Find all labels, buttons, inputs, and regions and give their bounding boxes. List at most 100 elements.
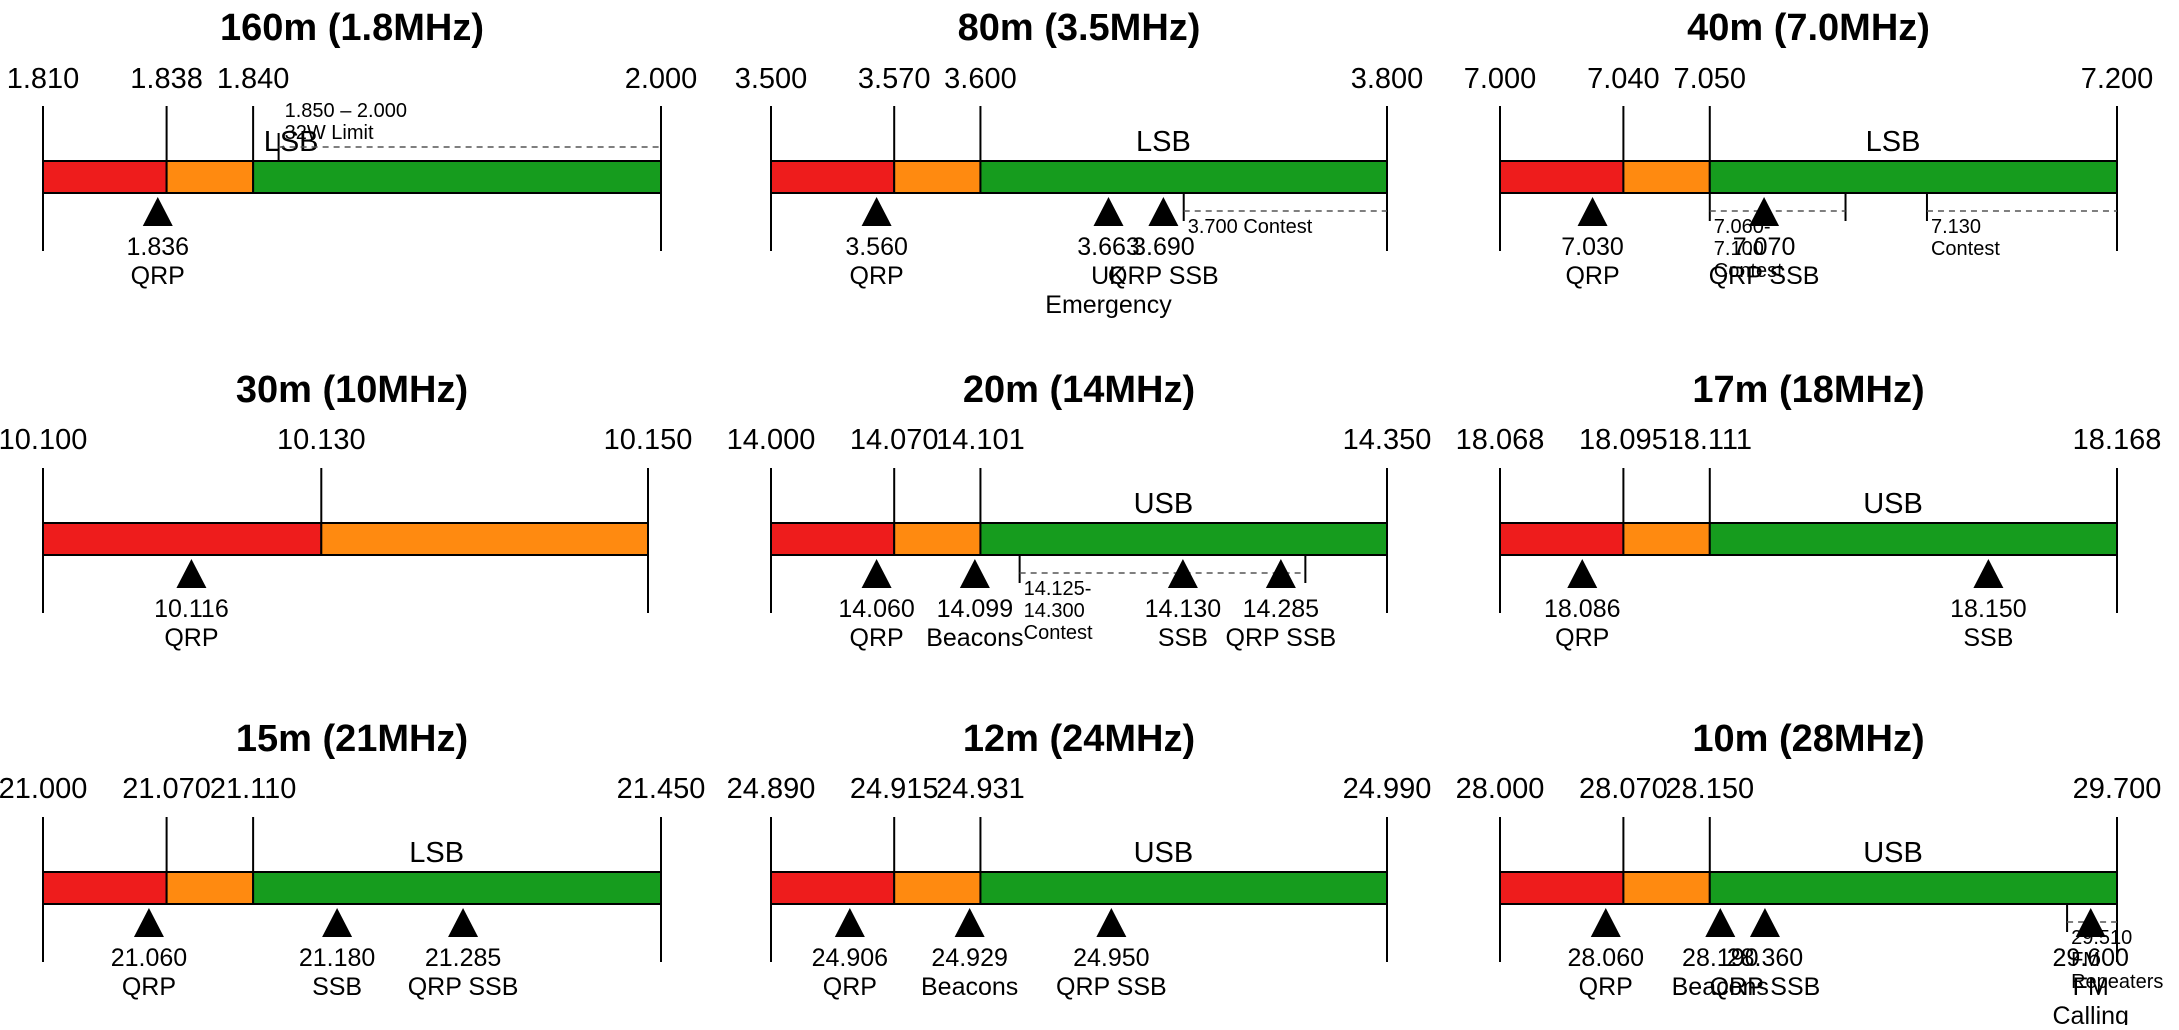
mode-label: USB: [1134, 488, 1194, 520]
marker-triangle: [954, 908, 985, 937]
tick-label: 18.068: [1456, 424, 1545, 456]
marker-label: QRP SSB: [1710, 973, 1821, 1001]
tick-label: 21.000: [0, 773, 87, 805]
segment-phone: [1708, 160, 2119, 194]
marker-label: SSB: [1158, 624, 1208, 652]
segment-digital: [1622, 522, 1711, 556]
band-title: 15m (21MHz): [236, 718, 468, 760]
band-title: 40m (7.0MHz): [1687, 7, 1930, 49]
tick-label: 18.168: [2073, 424, 2162, 456]
note-label: 3.700 Contest: [1188, 216, 1313, 238]
mode-label: LSB: [264, 126, 319, 158]
marker-triangle: [1148, 197, 1179, 226]
tick-label: 21.110: [210, 773, 297, 805]
marker-triangle: [1265, 559, 1296, 588]
marker-label: QRP: [823, 973, 877, 1001]
marker-triangle: [448, 908, 479, 937]
marker-label: QRP: [131, 262, 185, 290]
marker-triangle: [1749, 197, 1780, 226]
mode-label: USB: [1134, 837, 1194, 869]
tick-label: 7.040: [1587, 63, 1660, 95]
segment-phone: [979, 522, 1388, 556]
segment-digital: [893, 522, 982, 556]
segment-phone: [979, 871, 1388, 905]
segment-digital: [1622, 160, 1711, 194]
marker-triangle: [861, 197, 892, 226]
mode-label: LSB: [1866, 126, 1921, 158]
marker-triangle: [1577, 197, 1608, 226]
marker-label: 29.600: [2052, 944, 2128, 972]
marker-label: 28.190: [1682, 944, 1758, 972]
tick-label: 2.000: [625, 63, 698, 95]
marker-label: Emergency: [1045, 291, 1172, 319]
tick-label: 7.200: [2081, 63, 2154, 95]
mode-label: LSB: [1136, 126, 1191, 158]
tick-label: 18.111: [1668, 424, 1752, 456]
marker-label: 24.929: [931, 944, 1007, 972]
segment-cw: [770, 522, 896, 556]
tick-label: 14.070: [850, 424, 939, 456]
segment-digital: [893, 871, 982, 905]
tick-label: 10.130: [277, 424, 366, 456]
marker-label: 7.030: [1561, 233, 1624, 261]
marker-label: Beacons: [1672, 973, 1769, 1001]
marker-triangle: [322, 908, 353, 937]
segment-cw: [42, 871, 168, 905]
marker-label: QRP: [850, 262, 904, 290]
marker-triangle: [1705, 908, 1736, 937]
marker-label: QRP: [1565, 262, 1619, 290]
tick-label: 7.000: [1464, 63, 1537, 95]
note-label: Contest: [1931, 238, 2000, 260]
marker-label: QRP SSB: [1226, 624, 1337, 652]
tick-label: 28.070: [1579, 773, 1668, 805]
marker-label: 18.086: [1544, 595, 1620, 623]
segment-cw: [1499, 522, 1625, 556]
note-label: Contest: [1714, 260, 1783, 282]
band-title: 17m (18MHz): [1692, 369, 1924, 411]
marker-triangle: [959, 559, 990, 588]
tick-label: 3.800: [1351, 63, 1424, 95]
band-title: 20m (14MHz): [963, 369, 1195, 411]
marker-label: QRP SSB: [1709, 262, 1820, 290]
segment-cw: [42, 522, 323, 556]
marker-label: 24.906: [812, 944, 888, 972]
segment-digital: [165, 871, 255, 905]
segment-phone: [979, 160, 1388, 194]
marker-label: Calling: [2053, 1002, 2129, 1025]
segment-digital: [1622, 871, 1711, 905]
marker-label: 14.099: [937, 595, 1013, 623]
tick-label: 21.070: [122, 773, 211, 805]
band-160m: 160m (1.8MHz) 1.810 1.838 1.840 2.000 LSB 1.85…: [7, 7, 698, 290]
segment-phone: [1708, 871, 2119, 905]
tick-label: 29.700: [2073, 773, 2162, 805]
marker-label: 21.180: [299, 944, 375, 972]
segment-cw: [1499, 871, 1625, 905]
tick-label: 10.150: [604, 424, 693, 456]
marker-triangle: [1093, 197, 1124, 226]
mode-label: USB: [1863, 488, 1923, 520]
marker-label: QRP SSB: [408, 973, 519, 1001]
segment-digital: [165, 160, 255, 194]
marker-label: SSB: [1963, 624, 2013, 652]
tick-label: 3.570: [858, 63, 931, 95]
tick-label: 24.990: [1343, 773, 1432, 805]
marker-label: QRP: [1555, 624, 1609, 652]
mode-label: USB: [1863, 837, 1923, 869]
segment-phone: [1708, 522, 2119, 556]
marker-label: 24.950: [1073, 944, 1149, 972]
marker-label: QRP: [850, 624, 904, 652]
marker-triangle: [834, 908, 865, 937]
marker-label: QRP: [1579, 973, 1633, 1001]
marker-triangle: [2075, 908, 2106, 937]
tick-label: 3.600: [944, 63, 1017, 95]
tick-label: 24.915: [850, 773, 939, 805]
marker-triangle: [1590, 908, 1621, 937]
segment-cw: [1499, 160, 1625, 194]
marker-label: QRP SSB: [1056, 973, 1167, 1001]
tick-label: 1.838: [130, 63, 203, 95]
band-title: 160m (1.8MHz): [220, 7, 484, 49]
segment-phone: [252, 160, 662, 194]
